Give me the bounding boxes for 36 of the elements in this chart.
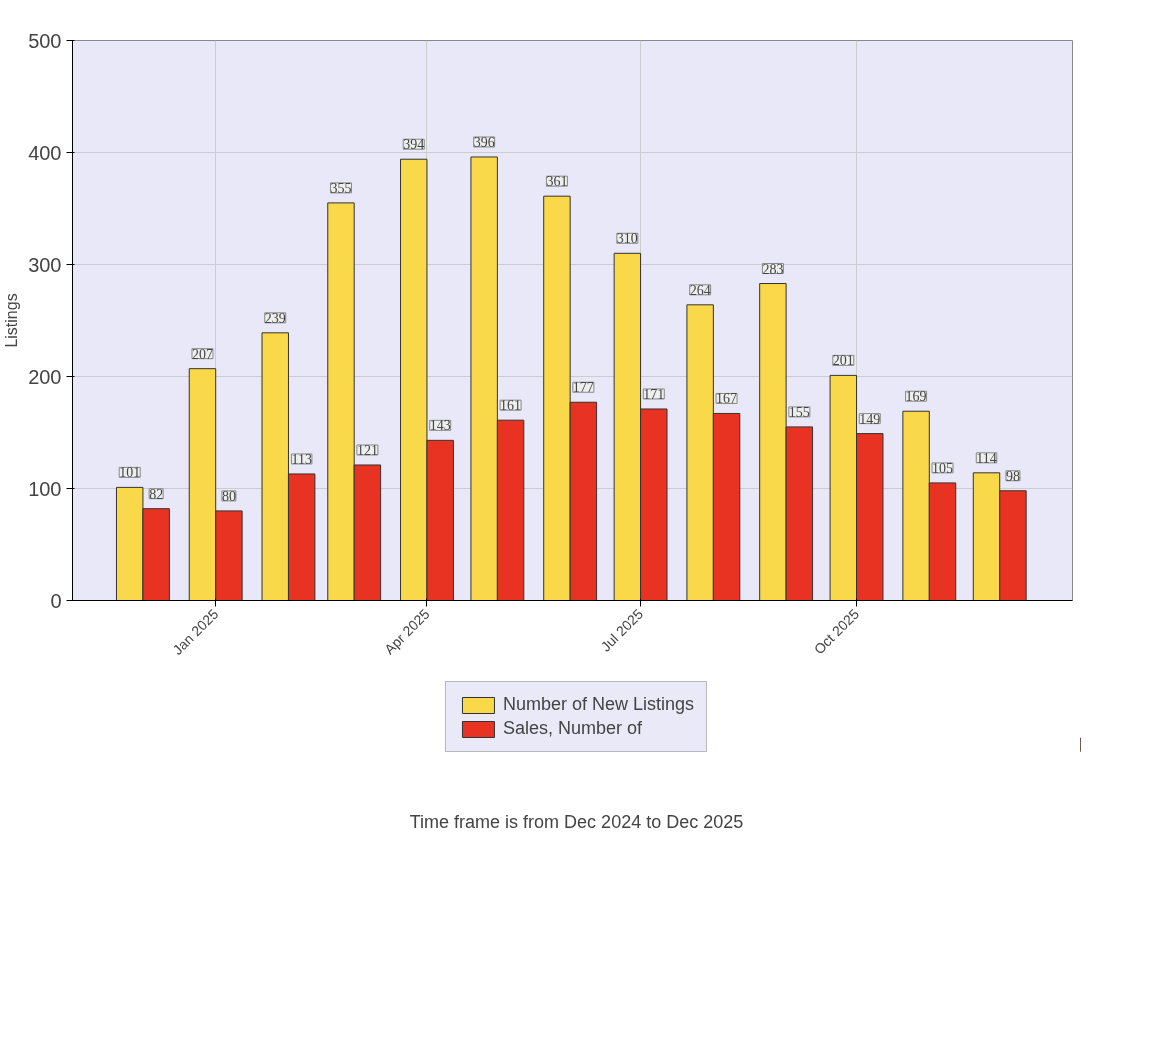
data-label: 207 <box>191 346 213 362</box>
data-label: 167 <box>716 391 738 407</box>
data-label: 201 <box>832 353 854 369</box>
data-label: 113 <box>291 451 312 467</box>
data-label: 361 <box>546 174 568 190</box>
data-label: 171 <box>643 386 665 402</box>
data-label: 155 <box>788 404 810 420</box>
data-label: 80 <box>221 488 236 504</box>
data-label: 114 <box>976 450 997 466</box>
data-label: 177 <box>572 380 594 396</box>
y-tick-label: 100 <box>28 477 62 500</box>
data-label: 355 <box>330 180 352 196</box>
data-label: 98 <box>1005 468 1020 484</box>
data-label: 149 <box>859 411 881 427</box>
y-axis-title: Listings <box>3 293 21 348</box>
data-label: 264 <box>689 282 711 298</box>
data-label: 394 <box>403 137 425 153</box>
y-tick-label: 200 <box>28 365 62 388</box>
data-label: 283 <box>762 261 784 277</box>
y-tick-label: 300 <box>28 253 62 276</box>
data-label: 121 <box>356 442 378 458</box>
y-tick-label: 500 <box>28 29 62 52</box>
data-label: 105 <box>932 460 954 476</box>
legend-label: Sales, Number of <box>502 718 643 739</box>
data-label: 310 <box>616 231 638 247</box>
data-label: 239 <box>264 310 286 326</box>
data-label: 161 <box>500 398 522 414</box>
data-label: 82 <box>149 486 164 502</box>
text: Time frame is from Dec 2024 to Dec 2025 <box>409 811 744 832</box>
data-label: 143 <box>429 418 451 434</box>
data-label: 101 <box>119 465 141 481</box>
data-label: 396 <box>473 134 495 150</box>
y-tick-label: 400 <box>28 141 62 164</box>
legend-label: Number of New Listings <box>502 694 695 715</box>
y-tick-label: 0 <box>50 589 62 612</box>
data-label: 169 <box>905 389 927 405</box>
